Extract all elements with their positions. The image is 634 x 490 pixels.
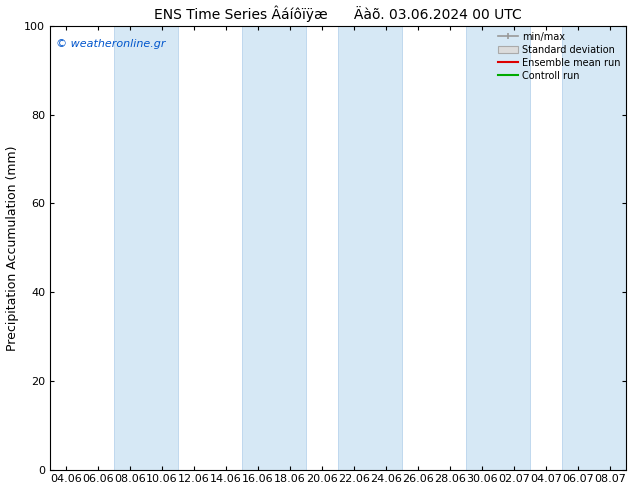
Bar [466, 26, 530, 469]
Bar [562, 26, 626, 469]
Bar [114, 26, 178, 469]
Title: ENS Time Series Âáíôïÿæ      Äàõ. 03.06.2024 00 UTC: ENS Time Series Âáíôïÿæ Äàõ. 03.06.2024 … [154, 5, 522, 22]
Legend: min/max, Standard deviation, Ensemble mean run, Controll run: min/max, Standard deviation, Ensemble me… [495, 28, 624, 84]
Bar [338, 26, 402, 469]
Bar [242, 26, 306, 469]
Y-axis label: Precipitation Accumulation (mm): Precipitation Accumulation (mm) [6, 145, 18, 350]
Text: © weatheronline.gr: © weatheronline.gr [56, 39, 165, 49]
